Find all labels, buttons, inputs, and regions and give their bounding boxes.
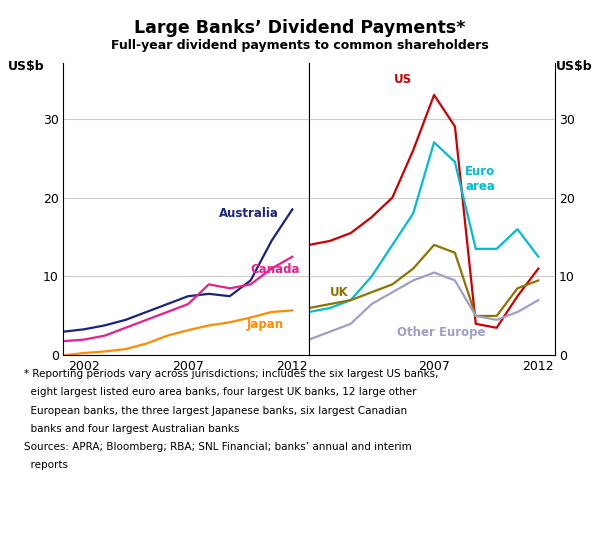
Text: banks and four largest Australian banks: banks and four largest Australian banks [24,424,239,434]
Text: Sources: APRA; Bloomberg; RBA; SNL Financial; banks’ annual and interim: Sources: APRA; Bloomberg; RBA; SNL Finan… [24,442,412,452]
Text: Japan: Japan [247,318,284,331]
Text: European banks, the three largest Japanese banks, six largest Canadian: European banks, the three largest Japane… [24,406,407,415]
Text: eight largest listed euro area banks, four largest UK banks, 12 large other: eight largest listed euro area banks, fo… [24,387,416,397]
Text: Euro
area: Euro area [465,165,495,193]
Text: Large Banks’ Dividend Payments*: Large Banks’ Dividend Payments* [134,19,466,37]
Text: US$b: US$b [556,60,592,73]
Text: Other Europe: Other Europe [397,326,485,339]
Text: * Reporting periods vary across jurisdictions; includes the six largest US banks: * Reporting periods vary across jurisdic… [24,369,439,379]
Text: Canada: Canada [251,262,300,276]
Text: reports: reports [24,460,68,470]
Text: US$b: US$b [8,60,44,73]
Text: Australia: Australia [220,207,279,220]
Text: Full-year dividend payments to common shareholders: Full-year dividend payments to common sh… [111,39,489,52]
Text: US: US [394,73,412,86]
Text: UK: UK [330,286,349,299]
